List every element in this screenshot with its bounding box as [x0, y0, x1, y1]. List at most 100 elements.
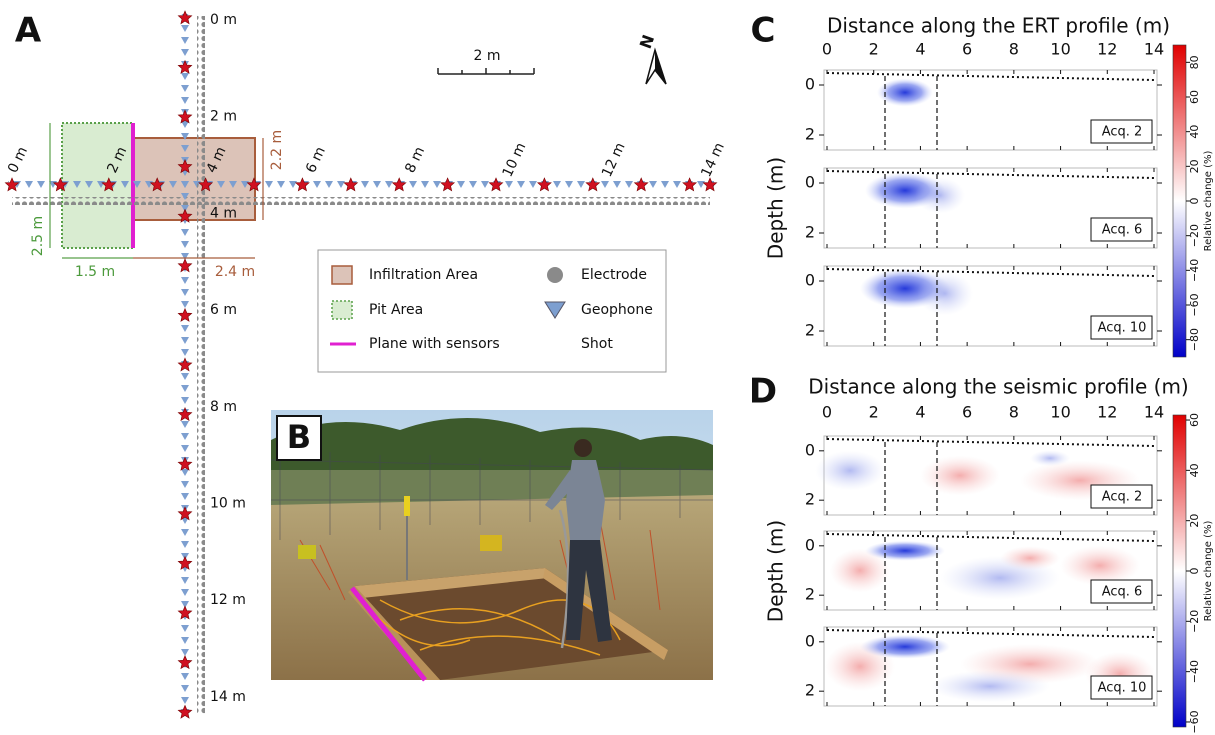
colorbar-tick-label: −40	[1188, 259, 1201, 282]
dimension-label: 2.2 m	[269, 130, 285, 170]
y-tick-label: 2	[805, 125, 815, 144]
x-tick-label: 14	[1144, 403, 1164, 422]
panel-title: Distance along the seismic profile (m)	[808, 375, 1188, 399]
panel-label: A	[15, 11, 42, 51]
shot	[4, 177, 20, 192]
acquisition-label: Acq. 2	[1102, 490, 1143, 505]
heatmap-patch	[920, 455, 1000, 496]
shot	[177, 555, 193, 570]
colorbar	[1172, 414, 1187, 728]
acquisition-label: Acq. 2	[1102, 125, 1143, 140]
shot	[177, 655, 193, 670]
shot	[177, 159, 193, 174]
legend-label: Shot	[581, 336, 613, 352]
shot	[177, 704, 193, 719]
distance-label: 0 m	[210, 12, 237, 28]
north-arrow-fill	[655, 50, 666, 84]
shot	[633, 177, 649, 192]
distance-label: 2 m	[210, 109, 237, 125]
legend-swatch	[544, 301, 566, 319]
y-axis-label: Depth (m)	[764, 157, 788, 259]
colorbar-tick-label: 60	[1188, 413, 1201, 427]
shot	[177, 307, 193, 322]
y-tick-label: 2	[805, 585, 815, 604]
shot	[440, 177, 456, 192]
colorbar-tick-label: 40	[1188, 463, 1201, 477]
x-tick-label: 2	[869, 403, 879, 422]
colorbar-tick-label: −20	[1188, 224, 1201, 247]
distance-label: 12 m	[210, 592, 246, 608]
acquisition-box	[1090, 484, 1153, 509]
heatmap-patch	[915, 177, 965, 214]
shot	[177, 407, 193, 422]
y-tick-label: 2	[805, 321, 815, 340]
dimension-label: 2.5 m	[30, 216, 46, 256]
colorbar-tick-label: 60	[1188, 90, 1201, 104]
heatmap-patch	[1060, 545, 1140, 586]
x-tick-label: 2	[869, 40, 879, 59]
x-tick-label: 4	[915, 40, 925, 59]
shot	[177, 109, 193, 124]
shot	[149, 177, 165, 192]
panel-label: D	[749, 372, 777, 412]
shot	[488, 177, 504, 192]
distance-label: 10 m	[500, 140, 530, 179]
panel-label: C	[751, 11, 776, 51]
x-tick-label: 8	[1009, 403, 1019, 422]
legend-swatch	[331, 265, 353, 285]
acquisition-label: Acq. 10	[1098, 681, 1147, 696]
acquisition-label: Acq. 10	[1098, 321, 1147, 336]
x-tick-label: 6	[962, 40, 972, 59]
y-tick-label: 0	[805, 75, 815, 94]
colorbar-tick-label: 20	[1188, 159, 1201, 173]
shot	[198, 177, 214, 192]
legend-label: Plane with sensors	[369, 336, 500, 352]
distance-label: 14 m	[698, 140, 728, 179]
shot	[391, 177, 407, 192]
shot	[585, 177, 601, 192]
x-tick-label: 0	[822, 403, 832, 422]
dimension-label: 1.5 m	[75, 264, 115, 280]
colorbar-tick-label: −60	[1188, 710, 1201, 733]
y-tick-label: 2	[805, 490, 815, 509]
x-tick-label: 10	[1050, 403, 1070, 422]
infiltration-area	[132, 137, 256, 221]
x-tick-label: 0	[822, 40, 832, 59]
shot	[52, 177, 68, 192]
y-tick-label: 2	[805, 223, 815, 242]
distance-label: 6 m	[210, 302, 237, 318]
colorbar-tick-label: −40	[1188, 660, 1201, 683]
dimension-label: 2.4 m	[215, 264, 255, 280]
heatmap-patch	[865, 540, 945, 561]
colorbar-label: Relative change (%)	[1203, 151, 1214, 252]
distance-label: 6 m	[303, 144, 329, 175]
scale-bar	[437, 68, 535, 75]
acquisition-box	[1090, 315, 1153, 340]
distance-label: 4 m	[210, 205, 237, 221]
acquisition-box	[1090, 579, 1153, 604]
y-tick-label: 0	[805, 535, 815, 554]
acquisition-label: Acq. 6	[1102, 223, 1143, 238]
acquisition-label: Acq. 6	[1102, 585, 1143, 600]
distance-label: 8 m	[210, 399, 237, 415]
panel-label-box	[276, 415, 322, 461]
colorbar-tick-label: −60	[1188, 293, 1201, 316]
electrode-line	[12, 197, 710, 205]
y-tick-label: 2	[805, 681, 815, 700]
heatmap-patch	[815, 450, 885, 491]
shot	[246, 177, 262, 192]
colorbar-tick-label: 20	[1188, 514, 1201, 528]
colorbar-tick-label: 0	[1188, 198, 1201, 205]
y-tick-label: 0	[805, 440, 815, 459]
legend-swatch	[547, 267, 563, 283]
heatmap-patch	[917, 271, 973, 316]
geophone-line	[8, 181, 714, 191]
heatmap-patch	[860, 634, 950, 659]
shot	[177, 59, 193, 74]
colorbar-tick-label: 80	[1188, 55, 1201, 69]
acquisition-box	[1090, 217, 1153, 242]
shot	[177, 456, 193, 471]
distance-label: 0 m	[5, 144, 31, 175]
shot	[177, 506, 193, 521]
legend-label: Geophone	[581, 302, 653, 318]
